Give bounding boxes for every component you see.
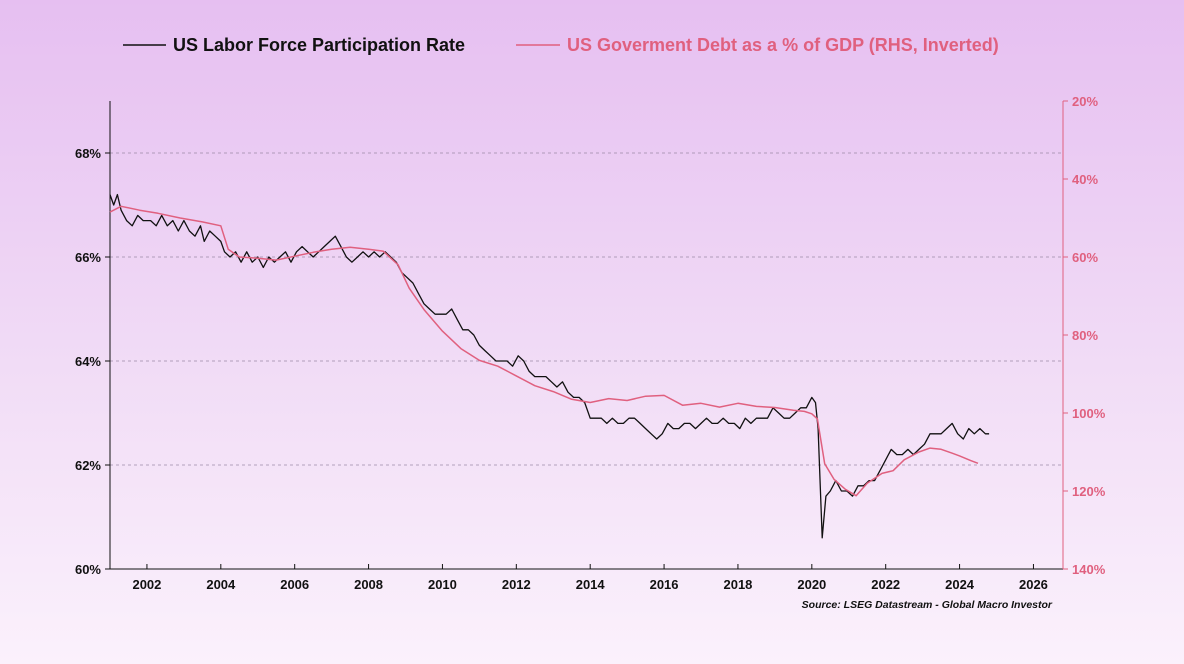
- left-tick-label: 60%: [75, 562, 101, 577]
- right-tick-label: 60%: [1072, 250, 1098, 265]
- x-tick-label: 2018: [723, 577, 752, 592]
- right-tick-label: 40%: [1072, 172, 1098, 187]
- tick-layer: 60% 62% 64% 66% 68% 20% 40% 60% 80% 100% 120% 140% 2…: [75, 94, 1106, 592]
- right-tick-label: 120%: [1072, 484, 1106, 499]
- x-tick-label: 2008: [354, 577, 383, 592]
- x-tick-label: 2012: [502, 577, 531, 592]
- x-tick-label: 2004: [206, 577, 236, 592]
- x-tick-label: 2002: [132, 577, 161, 592]
- x-tick-label: 2022: [871, 577, 900, 592]
- legend-label-lfpr: US Labor Force Participation Rate: [173, 35, 465, 55]
- series-line-labor-force-participation: [109, 193, 990, 539]
- left-tick-label: 64%: [75, 354, 101, 369]
- left-tick-label: 66%: [75, 250, 101, 265]
- x-tick-label: 2006: [280, 577, 309, 592]
- grid-layer: [110, 152, 1063, 466]
- right-tick-label: 140%: [1072, 562, 1106, 577]
- x-tick-label: 2010: [428, 577, 457, 592]
- left-tick-label: 62%: [75, 458, 101, 473]
- right-tick-label: 20%: [1072, 94, 1098, 109]
- source-note: Source: LSEG Datastream - Global Macro I…: [802, 599, 1053, 611]
- x-tick-label: 2020: [797, 577, 826, 592]
- x-tick-label: 2014: [576, 577, 606, 592]
- right-tick-label: 100%: [1072, 406, 1106, 421]
- legend: US Labor Force Participation Rate US Gov…: [123, 35, 999, 55]
- left-tick-label: 68%: [75, 146, 101, 161]
- x-tick-label: 2016: [650, 577, 679, 592]
- axis-layer: [109, 101, 1064, 570]
- x-tick-label: 2024: [945, 577, 975, 592]
- series-line-debt-to-gdp: [109, 205, 979, 497]
- right-tick-label: 80%: [1072, 328, 1098, 343]
- legend-label-debt: US Goverment Debt as a % of GDP (RHS, In…: [567, 35, 999, 55]
- x-tick-label: 2026: [1019, 577, 1048, 592]
- series-layer: [109, 193, 990, 539]
